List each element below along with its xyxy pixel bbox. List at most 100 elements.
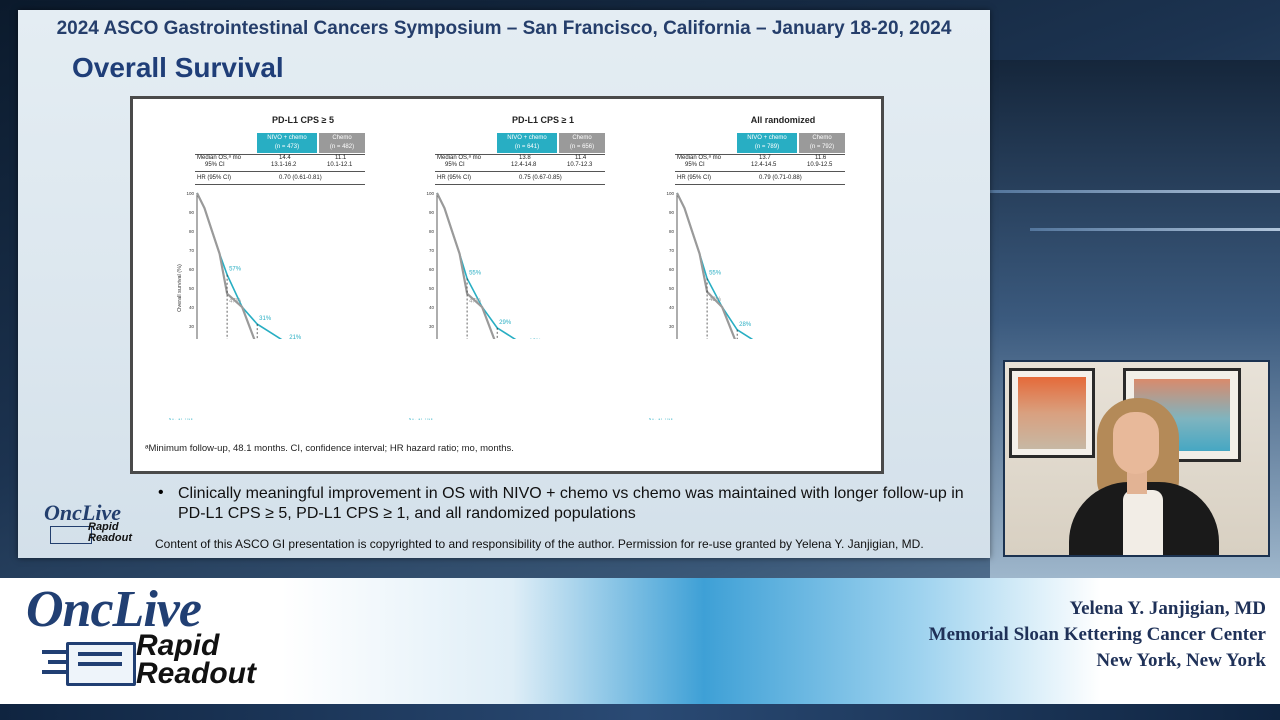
table-rule	[195, 154, 365, 155]
mini-logo-line2: Readout	[88, 532, 132, 544]
y-tick-label: 70	[429, 248, 435, 253]
speaker-name: Yelena Y. Janjigian, MD	[1069, 598, 1266, 619]
hr-value: 0.70 (0.61-0.81)	[279, 175, 322, 181]
table-rule	[675, 171, 845, 172]
chemo-median: 11.4	[575, 155, 587, 161]
y-tick-label: 60	[669, 267, 675, 272]
speaker-info: Yelena Y. Janjigian, MD Memorial Sloan K…	[929, 596, 1266, 674]
km-panel: PD-L1 CPS ≥ 1 NIVO + chemo (n = 641) Chem…	[409, 99, 663, 421]
brand-line2: Readout	[136, 657, 256, 690]
y-tick-label: 50	[189, 286, 195, 291]
chemo-median: 11.1	[335, 155, 347, 161]
mini-logo-line1: Rapid	[88, 521, 119, 533]
brand-subtitle: Rapid Readout	[136, 631, 256, 690]
hr-value: 0.79 (0.71-0.88)	[759, 175, 802, 181]
onclive-brand-logo: OncLive Rapid Readout	[22, 580, 302, 700]
nivo-curve	[196, 192, 283, 339]
copyright-notice: Content of this ASCO GI presentation is …	[155, 537, 924, 551]
y-tick-label: 50	[669, 286, 675, 291]
y-tick-label: 90	[669, 210, 675, 215]
nivo-curve	[436, 192, 517, 339]
slide-bullet: Clinically meaningful improvement in OS …	[178, 485, 964, 522]
nivo-ci: 12.4-14.8	[511, 162, 537, 168]
km-panel: PD-L1 CPS ≥ 5 NIVO + chemo (n = 473) Chem…	[169, 99, 423, 421]
km-chart: 1009080706050403020100036912151821242730…	[426, 191, 542, 339]
y-tick-label: 30	[669, 324, 675, 329]
nivo-landmark-label: 55%	[709, 271, 722, 277]
y-tick-label: 100	[186, 191, 194, 196]
row-ci-label: 95% CI	[685, 162, 705, 168]
chemo-curve	[436, 192, 496, 339]
y-tick-label: 80	[189, 229, 195, 234]
nivo-median: 14.4	[279, 155, 291, 161]
slide-header: 2024 ASCO Gastrointestinal Cancers Sympo…	[56, 18, 952, 39]
chemo-header: Chemo (n = 656)	[559, 133, 605, 153]
bullet-dot-icon: •	[158, 484, 164, 501]
nivo-landmark-label: 31%	[259, 316, 272, 322]
chemo-median: 11.6	[815, 155, 827, 161]
slide-title: Overall Survival	[72, 52, 284, 83]
panel-title: All randomized	[750, 115, 816, 125]
km-chart: 1009080706050403020100036912151821242730…	[177, 191, 302, 339]
nivo-median: 13.7	[759, 155, 771, 161]
table-rule	[435, 154, 605, 155]
y-tick-label: 100	[426, 191, 434, 196]
nivo-ci: 13.1-16.2	[271, 162, 297, 168]
background-streak	[990, 190, 1280, 193]
rapid-readout-icon	[42, 638, 136, 686]
y-tick-label: 30	[429, 324, 435, 329]
mini-onclive-logo: OncLive Rapid Readout	[44, 500, 144, 550]
y-tick-label: 90	[429, 210, 435, 215]
row-median-label: Median OS,ᵃ mo	[437, 155, 481, 161]
presentation-slide: 2024 ASCO Gastrointestinal Cancers Sympo…	[18, 10, 990, 558]
nivo-landmark-label: 28%	[739, 322, 752, 328]
nivo-header: NIVO + chemo (n = 473)	[257, 133, 317, 153]
table-rule	[435, 184, 605, 185]
row-hr-label: HR (95% CI)	[437, 175, 472, 181]
y-tick-label: 100	[666, 191, 674, 196]
row-ci-label: 95% CI	[445, 162, 465, 168]
y-tick-label: 40	[669, 305, 675, 310]
y-tick-label: 40	[189, 305, 195, 310]
row-median-label: Median OS,ᵃ mo	[197, 155, 241, 161]
nivo-median: 13.8	[519, 155, 531, 161]
mini-logo-icon	[50, 526, 92, 544]
background-streak	[1030, 228, 1280, 231]
nivo-curve	[676, 192, 754, 339]
nivo-landmark-label: 29%	[499, 320, 512, 326]
chemo-header: Chemo (n = 792)	[799, 133, 845, 153]
nivo-header: NIVO + chemo (n = 789)	[737, 133, 797, 153]
km-chart: 1009080706050403020100036912151821242730…	[666, 191, 754, 339]
speaker-webcam	[1003, 360, 1270, 557]
chemo-landmark-label: 47%	[469, 299, 482, 305]
table-rule	[675, 184, 845, 185]
panel-title: PD-L1 CPS ≥ 5	[272, 115, 334, 125]
chemo-curve	[676, 192, 736, 339]
speaker-org: Memorial Sloan Kettering Cancer Center	[928, 624, 1266, 645]
at-risk-label: No. at risk	[169, 417, 194, 421]
lower-third-banner	[0, 578, 1280, 704]
km-figure: PD-L1 CPS ≥ 5 NIVO + chemo (n = 473) Chem…	[130, 96, 884, 474]
hr-value: 0.75 (0.67-0.85)	[519, 175, 562, 181]
y-tick-label: 30	[189, 324, 195, 329]
table-rule	[435, 171, 605, 172]
wall-art-left	[1009, 368, 1095, 458]
y-tick-label: 70	[669, 248, 675, 253]
nivo-landmark-label: 21%	[289, 335, 302, 339]
speaker-location: New York, New York	[1096, 650, 1266, 671]
brand-name: OncLive	[26, 581, 202, 638]
y-axis-label: Overall survival (%)	[177, 264, 183, 312]
y-tick-label: 50	[429, 286, 435, 291]
chemo-landmark-label: 47%	[229, 299, 242, 305]
y-tick-label: 40	[429, 305, 435, 310]
row-hr-label: HR (95% CI)	[197, 175, 232, 181]
chemo-ci: 10.1-12.1	[327, 162, 353, 168]
row-hr-label: HR (95% CI)	[677, 175, 712, 181]
table-rule	[195, 171, 365, 172]
speaker-face	[1113, 412, 1159, 474]
nivo-ci: 12.4-14.5	[751, 162, 777, 168]
nivo-header: NIVO + chemo (n = 641)	[497, 133, 557, 153]
lower-third-bar	[0, 704, 1280, 720]
speaker-neck	[1127, 468, 1147, 494]
table-rule	[675, 154, 845, 155]
